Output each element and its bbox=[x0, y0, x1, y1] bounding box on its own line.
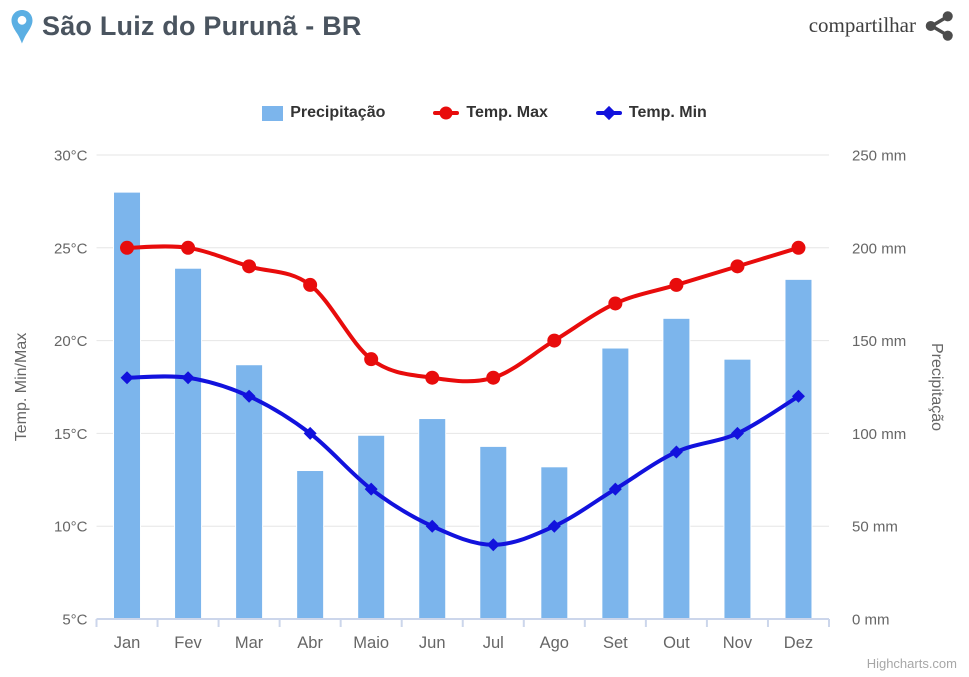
yaxis-right-label-200-mm: 200 mm bbox=[852, 240, 906, 257]
xaxis-label-set: Set bbox=[603, 634, 628, 652]
temp-max-point-abr[interactable] bbox=[303, 277, 318, 292]
temp-max-marker-icon bbox=[433, 106, 460, 120]
temp-max-point-jun[interactable] bbox=[425, 370, 440, 385]
temp-max-line[interactable] bbox=[125, 244, 801, 384]
bar-fev[interactable] bbox=[174, 267, 203, 620]
temp-max-point-out[interactable] bbox=[669, 277, 684, 292]
bar-ago[interactable] bbox=[540, 466, 569, 620]
legend-label-precipitation: Precipitação bbox=[290, 104, 386, 121]
legend-label-temp-min: Temp. Min bbox=[628, 104, 707, 121]
temp-max-point-dez[interactable] bbox=[791, 240, 806, 255]
temp-max-point-fev[interactable] bbox=[181, 240, 196, 255]
xaxis-label-fev: Fev bbox=[174, 634, 202, 652]
yaxis-right-title: Precipitação bbox=[928, 342, 945, 432]
bar-abr[interactable] bbox=[296, 470, 325, 620]
precipitation-swatch-icon bbox=[262, 105, 284, 121]
yaxis-right-label-250-mm: 250 mm bbox=[852, 148, 906, 165]
temp-min-point-mar[interactable] bbox=[242, 389, 256, 403]
temp-min-point-jun[interactable] bbox=[425, 519, 439, 533]
temp-min-point-jul[interactable] bbox=[486, 538, 500, 552]
bar-jan[interactable] bbox=[113, 191, 142, 620]
temp-min-point-dez[interactable] bbox=[791, 389, 805, 403]
xaxis-label-dez: Dez bbox=[784, 634, 813, 652]
xaxis-label-ago: Ago bbox=[540, 634, 569, 652]
temp-max-point-mar[interactable] bbox=[242, 259, 257, 274]
temp-max-point-nov[interactable] bbox=[730, 259, 745, 274]
bar-jun[interactable] bbox=[418, 418, 447, 620]
yaxis-left-label-30-c: 30°C bbox=[54, 148, 88, 165]
temp-min-point-set[interactable] bbox=[608, 482, 622, 496]
yaxis-right-label-0-mm: 0 mm bbox=[852, 612, 890, 629]
share-button[interactable]: compartilhar bbox=[809, 10, 955, 41]
page-title: São Luiz do Purunã - BR bbox=[42, 11, 362, 41]
xaxis-label-out: Out bbox=[663, 634, 690, 652]
temp-min-line[interactable] bbox=[125, 374, 801, 547]
xaxis-label-maio: Maio bbox=[353, 634, 389, 652]
bar-jul[interactable] bbox=[479, 445, 508, 620]
yaxis-right-label-150-mm: 150 mm bbox=[852, 333, 906, 350]
yaxis-right-label-50-mm: 50 mm bbox=[852, 519, 898, 536]
header: São Luiz do Purunã - BR compartilhar bbox=[0, 0, 969, 60]
temp-max-point-jul[interactable] bbox=[486, 370, 501, 385]
bar-out[interactable] bbox=[662, 317, 691, 620]
temp-max-point-set[interactable] bbox=[608, 296, 623, 311]
xaxis-label-abr: Abr bbox=[297, 634, 323, 652]
bar-mar[interactable] bbox=[235, 364, 264, 620]
location-pin-icon bbox=[11, 10, 33, 44]
bar-dez[interactable] bbox=[784, 278, 813, 620]
share-label[interactable]: compartilhar bbox=[808, 13, 916, 37]
temp-min-point-fev[interactable] bbox=[181, 371, 195, 385]
xaxis-label-jun: Jun bbox=[419, 634, 446, 652]
yaxis-left-label-10-c: 10°C bbox=[54, 519, 88, 536]
temp-min-point-maio[interactable] bbox=[364, 482, 378, 496]
bar-nov[interactable] bbox=[723, 358, 752, 620]
yaxis-left-label-20-c: 20°C bbox=[54, 333, 88, 350]
temp-min-point-nov[interactable] bbox=[730, 426, 744, 440]
yaxis-left-label-25-c: 25°C bbox=[54, 240, 88, 257]
bar-maio[interactable] bbox=[357, 434, 386, 620]
temp-min-marker-icon bbox=[595, 105, 622, 121]
temp-max-point-ago[interactable] bbox=[547, 333, 562, 348]
yaxis-left-label-15-c: 15°C bbox=[54, 426, 88, 443]
yaxis-left-label-5-c: 5°C bbox=[62, 612, 87, 629]
chart-legend: Precipitação Temp. Max Temp. Min bbox=[0, 98, 969, 128]
xaxis-label-jul: Jul bbox=[483, 634, 504, 652]
highcharts-credit-link[interactable]: Highcharts.com bbox=[866, 656, 957, 671]
temp-min-point-jan[interactable] bbox=[120, 371, 134, 385]
xaxis-label-jan: Jan bbox=[114, 634, 141, 652]
legend-item-temp-min[interactable]: Temp. Min bbox=[595, 104, 707, 122]
xaxis-label-mar: Mar bbox=[235, 634, 264, 652]
temp-max-point-maio[interactable] bbox=[364, 352, 379, 367]
xaxis-label-nov: Nov bbox=[723, 634, 753, 652]
temp-max-point-jan[interactable] bbox=[120, 240, 135, 255]
legend-item-precipitation[interactable]: Precipitação bbox=[262, 104, 385, 122]
yaxis-right-label-100-mm: 100 mm bbox=[852, 426, 906, 443]
share-icon[interactable] bbox=[924, 10, 955, 41]
legend-label-temp-max: Temp. Max bbox=[466, 104, 548, 121]
temp-min-point-abr[interactable] bbox=[303, 426, 317, 440]
temp-min-point-out[interactable] bbox=[669, 445, 683, 459]
legend-item-temp-max[interactable]: Temp. Max bbox=[433, 104, 548, 122]
temp-min-point-ago[interactable] bbox=[547, 519, 561, 533]
yaxis-left-title: Temp. Min/Max bbox=[13, 332, 30, 442]
